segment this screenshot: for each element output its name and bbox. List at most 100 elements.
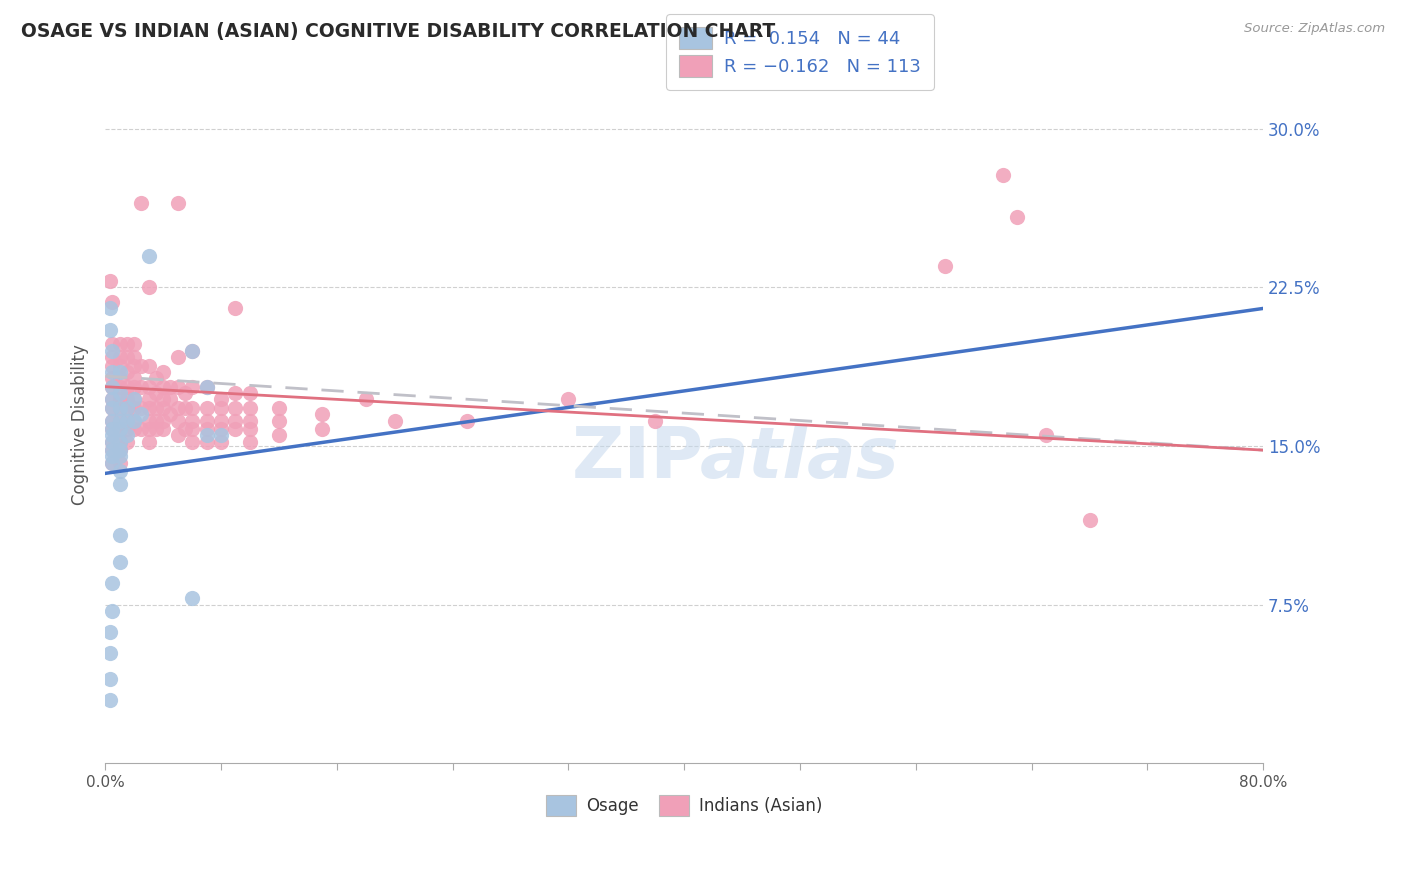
Point xyxy=(239,422,262,436)
Point xyxy=(101,576,124,591)
Point xyxy=(152,401,174,415)
Point xyxy=(195,422,218,436)
Point xyxy=(108,401,131,415)
Point xyxy=(108,422,131,436)
Point xyxy=(166,350,188,364)
Point xyxy=(101,422,124,436)
Point xyxy=(115,422,138,436)
Point xyxy=(152,365,174,379)
Point xyxy=(239,434,262,449)
Text: atlas: atlas xyxy=(700,424,900,493)
Point xyxy=(159,392,181,407)
Point xyxy=(115,379,138,393)
Point xyxy=(991,168,1014,182)
Point xyxy=(101,379,124,393)
Point xyxy=(108,434,131,449)
Point xyxy=(108,413,131,427)
Point xyxy=(224,422,246,436)
Point xyxy=(101,401,124,415)
Point xyxy=(1005,211,1028,225)
Point xyxy=(1035,428,1057,442)
Point xyxy=(131,407,153,421)
Legend: Osage, Indians (Asian): Osage, Indians (Asian) xyxy=(540,789,830,822)
Point xyxy=(101,456,124,470)
Point xyxy=(98,692,121,706)
Point xyxy=(115,428,138,442)
Point xyxy=(101,379,124,393)
Point xyxy=(101,434,124,449)
Point xyxy=(108,386,131,401)
Point xyxy=(108,350,131,364)
Point xyxy=(101,413,124,427)
Point xyxy=(152,392,174,407)
Point xyxy=(122,392,145,407)
Point xyxy=(209,428,232,442)
Point xyxy=(239,401,262,415)
Point xyxy=(166,428,188,442)
Point xyxy=(101,295,124,310)
Point xyxy=(173,422,195,436)
Point xyxy=(115,401,138,415)
Point xyxy=(173,386,195,401)
Point xyxy=(131,195,153,210)
Point xyxy=(98,672,121,686)
Point xyxy=(98,301,121,316)
Point xyxy=(181,401,204,415)
Point xyxy=(181,413,204,427)
Point xyxy=(1078,513,1101,527)
Point xyxy=(115,392,138,407)
Point xyxy=(195,379,218,393)
Point xyxy=(108,337,131,351)
Point xyxy=(98,322,121,336)
Point xyxy=(138,248,160,262)
Point xyxy=(195,379,218,393)
Point xyxy=(267,413,290,427)
Point xyxy=(644,413,666,427)
Point xyxy=(101,337,124,351)
Point xyxy=(108,371,131,385)
Point xyxy=(354,392,377,407)
Point xyxy=(101,443,124,458)
Point xyxy=(122,413,145,427)
Y-axis label: Cognitive Disability: Cognitive Disability xyxy=(72,344,89,505)
Point xyxy=(115,337,138,351)
Point xyxy=(122,359,145,373)
Point xyxy=(181,422,204,436)
Point xyxy=(224,413,246,427)
Point xyxy=(115,401,138,415)
Point xyxy=(122,350,145,364)
Point xyxy=(159,379,181,393)
Point xyxy=(209,392,232,407)
Point xyxy=(166,379,188,393)
Point xyxy=(108,365,131,379)
Point xyxy=(181,434,204,449)
Point xyxy=(115,413,138,427)
Point xyxy=(108,555,131,569)
Point xyxy=(239,413,262,427)
Text: Source: ZipAtlas.com: Source: ZipAtlas.com xyxy=(1244,22,1385,36)
Point xyxy=(195,434,218,449)
Point xyxy=(138,434,160,449)
Text: OSAGE VS INDIAN (ASIAN) COGNITIVE DISABILITY CORRELATION CHART: OSAGE VS INDIAN (ASIAN) COGNITIVE DISABI… xyxy=(21,22,775,41)
Point xyxy=(209,413,232,427)
Point xyxy=(131,401,153,415)
Point xyxy=(101,392,124,407)
Point xyxy=(122,413,145,427)
Point xyxy=(131,379,153,393)
Point xyxy=(224,386,246,401)
Point xyxy=(138,280,160,294)
Point xyxy=(181,379,204,393)
Point xyxy=(145,386,167,401)
Point xyxy=(108,359,131,373)
Point xyxy=(101,365,124,379)
Point xyxy=(181,343,204,358)
Point xyxy=(224,301,246,316)
Point xyxy=(145,422,167,436)
Point xyxy=(195,428,218,442)
Point xyxy=(131,422,153,436)
Point xyxy=(101,428,124,442)
Point xyxy=(145,413,167,427)
Point xyxy=(138,392,160,407)
Point xyxy=(267,401,290,415)
Point xyxy=(108,456,131,470)
